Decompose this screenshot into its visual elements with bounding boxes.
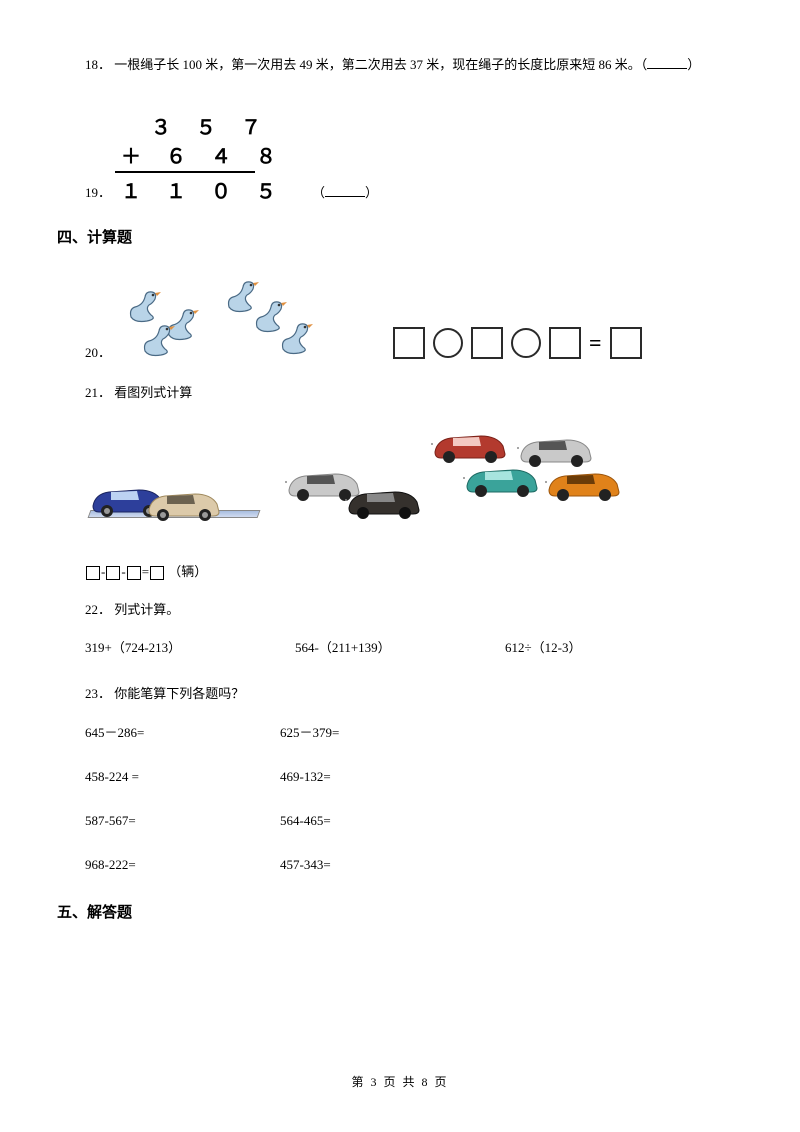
q23-item: 564-465= (280, 813, 331, 829)
q18-text: 一根绳子长 100 米，第一次用去 49 米，第二次用去 37 米，现在绳子的长… (114, 57, 647, 72)
q22-items: 319+（724-213） 564-（211+139） 612÷（12-3） (85, 637, 715, 656)
q22-item-1: 319+（724-213） (85, 637, 295, 656)
q21-unit: （辆） (168, 564, 207, 579)
q23-row-2: 458-224 = 469-132= (85, 769, 715, 785)
q21-equation: --= （辆） (85, 562, 715, 582)
section-4-heading: 四、计算题 (57, 226, 715, 247)
calc-addend-1: ３ ５ ７ (121, 111, 286, 140)
equation-operator-circle[interactable] (511, 328, 541, 358)
swan-icon (139, 321, 181, 361)
q23-item: 458-224 = (85, 769, 280, 785)
car-icon (431, 426, 509, 464)
q18-close: ） (687, 57, 700, 72)
q23-item: 625－379= (280, 722, 339, 741)
cars-figure (85, 420, 625, 540)
question-22: 22． 列式计算。 (85, 600, 715, 620)
small-box[interactable] (106, 566, 120, 580)
equation-box[interactable] (549, 327, 581, 359)
equation-box[interactable] (610, 327, 642, 359)
q23-row-3: 587-567= 564-465= (85, 813, 715, 829)
q23-item: 968-222= (85, 857, 280, 873)
swan-icon (277, 319, 319, 359)
q21-number: 21． (85, 385, 111, 400)
q23-item: 645－286= (85, 722, 280, 741)
small-box[interactable] (86, 566, 100, 580)
equation-operator-circle[interactable] (433, 328, 463, 358)
q23-item: 469-132= (280, 769, 331, 785)
q23-item: 457-343= (280, 857, 331, 873)
q23-row-4: 968-222= 457-343= (85, 857, 715, 873)
calc-sum: １ １ ０ ５ (121, 175, 286, 204)
equation-boxes: = (393, 327, 642, 359)
question-20: 20． = (85, 275, 715, 365)
car-icon (345, 482, 423, 520)
question-21: 21． 看图列式计算 (85, 383, 715, 403)
q22-item-2: 564-（211+139） (295, 637, 505, 656)
q22-number: 22． (85, 602, 111, 617)
q22-text: 列式计算。 (114, 602, 179, 617)
vertical-addition: ３ ５ ７ ＋ ６ ４ ８ １ １ ０ ５ (121, 111, 286, 204)
equals-sign: = (589, 330, 602, 356)
section-5-heading: 五、解答题 (57, 901, 715, 922)
car-icon (545, 464, 623, 502)
q23-number: 23． (85, 686, 111, 701)
q19-answer-paren: （） (312, 182, 378, 201)
car-icon (145, 484, 223, 522)
q20-number: 20． (85, 342, 111, 361)
q18-blank[interactable] (647, 68, 687, 69)
q23-row-1: 645－286= 625－379= (85, 722, 715, 741)
question-18: 18． 一根绳子长 100 米，第一次用去 49 米，第二次用去 37 米，现在… (85, 55, 715, 75)
equation-box[interactable] (393, 327, 425, 359)
q22-item-3: 612÷（12-3） (505, 637, 715, 656)
calc-divider (115, 171, 255, 173)
calc-addend-2: ＋ ６ ４ ８ (121, 140, 286, 169)
question-23: 23． 你能笔算下列各题吗？ (85, 684, 715, 704)
q19-number: 19． (85, 182, 111, 201)
q21-text: 看图列式计算 (114, 385, 192, 400)
small-box[interactable] (127, 566, 141, 580)
page-footer: 第 3 页 共 8 页 (0, 1073, 800, 1090)
question-19: 19． ３ ５ ７ ＋ ６ ４ ８ １ １ ０ ５ （） (85, 93, 715, 204)
q23-text: 你能笔算下列各题吗？ (114, 686, 244, 701)
small-box[interactable] (150, 566, 164, 580)
equation-box[interactable] (471, 327, 503, 359)
q19-blank[interactable] (325, 196, 365, 197)
q18-number: 18． (85, 57, 111, 72)
car-icon (463, 460, 541, 498)
q23-item: 587-567= (85, 813, 280, 829)
swans-figure (119, 275, 379, 365)
